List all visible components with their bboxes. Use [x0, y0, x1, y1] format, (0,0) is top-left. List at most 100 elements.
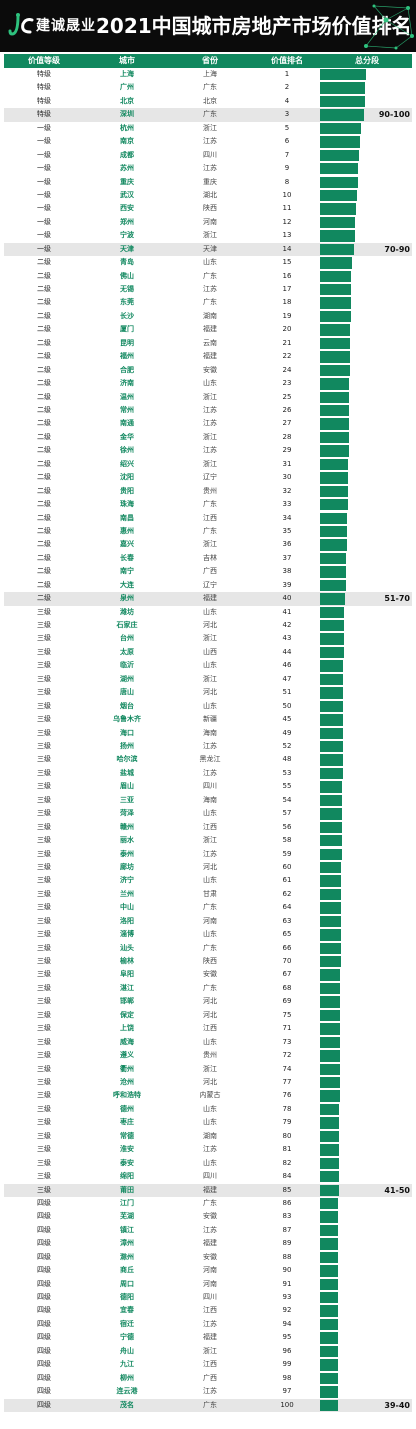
rank-cell: 62 [282, 889, 292, 898]
province-cell: 江西 [203, 1306, 217, 1315]
tier-cell: 二级 [37, 365, 51, 374]
network-decoration-icon [364, 4, 414, 50]
tier-cell: 三级 [37, 836, 51, 845]
rank-cell: 20 [282, 325, 292, 334]
province-cell: 浙江 [203, 1346, 217, 1355]
tier-cell: 三级 [37, 1172, 51, 1181]
score-bar [320, 1265, 339, 1277]
province-cell: 河北 [203, 688, 217, 697]
table-row: 三级 泰州 江苏 59 [4, 848, 412, 861]
table-row: 二级 南宁 广西 38 [4, 565, 412, 578]
score-bar [320, 1345, 339, 1358]
score-bar [320, 646, 344, 659]
rank-cell: 40 [282, 594, 292, 603]
province-cell: 浙江 [203, 1064, 217, 1073]
province-cell: 河北 [203, 997, 217, 1006]
tier-cell: 三级 [37, 943, 51, 952]
score-bar [320, 781, 343, 793]
rank-cell: 97 [282, 1387, 292, 1396]
rank-cell: 13 [282, 231, 292, 240]
tier-cell: 三级 [37, 647, 51, 656]
rank-cell: 94 [282, 1319, 292, 1328]
tier-cell: 四级 [37, 1373, 51, 1382]
rank-cell: 25 [282, 392, 292, 401]
table-row: 四级 德阳 四川 93 [4, 1291, 412, 1304]
score-bar [320, 445, 349, 457]
tier-cell: 三级 [37, 822, 51, 831]
tier-cell: 二级 [37, 298, 51, 307]
table-row: 三级 潍坊 山东 41 [4, 606, 412, 619]
score-bar [320, 835, 342, 847]
rank-cell: 6 [284, 137, 290, 146]
score-bar [320, 996, 341, 1008]
province-cell: 广西 [203, 1373, 217, 1382]
tier-cell: 三级 [37, 742, 51, 750]
province-cell: 广东 [203, 1198, 217, 1207]
score-bar [320, 485, 348, 498]
table-row: 三级 廊坊 河北 60 [4, 861, 412, 874]
province-cell: 江苏 [203, 137, 217, 146]
table-row: 三级 呼和浩特 内蒙古 76 [4, 1089, 412, 1102]
city-cell: 南宁 [120, 567, 134, 576]
province-cell: 广东 [203, 983, 217, 992]
score-bar [320, 1077, 340, 1089]
tier-cell: 三级 [37, 768, 51, 777]
tier-cell: 三级 [37, 1037, 51, 1046]
province-cell: 广东 [203, 903, 217, 912]
score-bar [320, 579, 346, 592]
tier-cell: 三级 [37, 715, 51, 724]
city-cell: 厦门 [120, 325, 134, 334]
tier-cell: 二级 [37, 352, 51, 361]
tier-cell: 三级 [37, 1010, 51, 1019]
city-cell: 泰安 [120, 1158, 134, 1167]
table-row: 三级 泰安 山东 82 [4, 1157, 412, 1170]
rank-cell: 30 [282, 473, 292, 482]
tier-cell: 三级 [37, 755, 51, 764]
table-row: 特级 北京 北京 4 [4, 95, 412, 108]
tier-cell: 二级 [37, 594, 51, 603]
table-row: 三级 莆田 福建 85 41-50 [4, 1183, 412, 1197]
province-cell: 安徽 [203, 970, 217, 979]
rank-cell: 1 [284, 70, 290, 78]
city-cell: 沧州 [120, 1078, 134, 1086]
city-cell: 洛阳 [120, 916, 134, 925]
score-bar [320, 499, 348, 511]
province-cell: 江苏 [203, 849, 217, 858]
table-row: 三级 扬州 江苏 52 [4, 740, 412, 753]
table-row: 三级 台州 浙江 43 [4, 632, 412, 645]
table-row: 一级 天津 天津 14 70-90 [4, 242, 412, 257]
score-bar [320, 525, 348, 538]
table-row: 二级 贵阳 贵州 32 [4, 485, 412, 498]
city-cell: 芜湖 [120, 1212, 134, 1221]
score-bar [320, 1009, 341, 1022]
rank-cell: 16 [282, 271, 292, 280]
table-row: 二级 青岛 山东 15 [4, 256, 412, 269]
rank-cell: 70 [282, 957, 292, 966]
score-bar [320, 351, 350, 363]
rank-cell: 63 [282, 916, 292, 925]
table-row: 二级 长春 吉林 37 [4, 552, 412, 565]
province-cell: 江西 [203, 1360, 217, 1369]
table-row: 四级 舟山 浙江 96 [4, 1345, 412, 1358]
score-bar [320, 431, 349, 444]
table-row: 二级 沈阳 辽宁 30 [4, 471, 412, 484]
city-cell: 廊坊 [120, 862, 134, 871]
city-cell: 宜春 [120, 1306, 134, 1315]
city-cell: 大连 [120, 580, 134, 589]
city-cell: 莆田 [120, 1185, 134, 1194]
province-cell: 山东 [203, 661, 217, 670]
tier-cell: 一级 [37, 137, 51, 146]
province-cell: 江苏 [203, 1225, 217, 1234]
score-bar [320, 1292, 339, 1304]
score-bar [320, 1372, 339, 1385]
province-cell: 湖北 [203, 190, 217, 199]
table-row: 三级 唐山 河北 51 [4, 686, 412, 699]
province-cell: 江苏 [203, 406, 217, 414]
tier-cell: 三级 [37, 1024, 51, 1033]
city-cell: 惠州 [120, 526, 134, 535]
score-band-label: 41-50 [384, 1185, 410, 1195]
province-cell: 安徽 [203, 1212, 217, 1221]
tier-cell: 三级 [37, 1158, 51, 1167]
province-cell: 江苏 [203, 164, 217, 173]
tier-cell: 特级 [37, 96, 51, 105]
